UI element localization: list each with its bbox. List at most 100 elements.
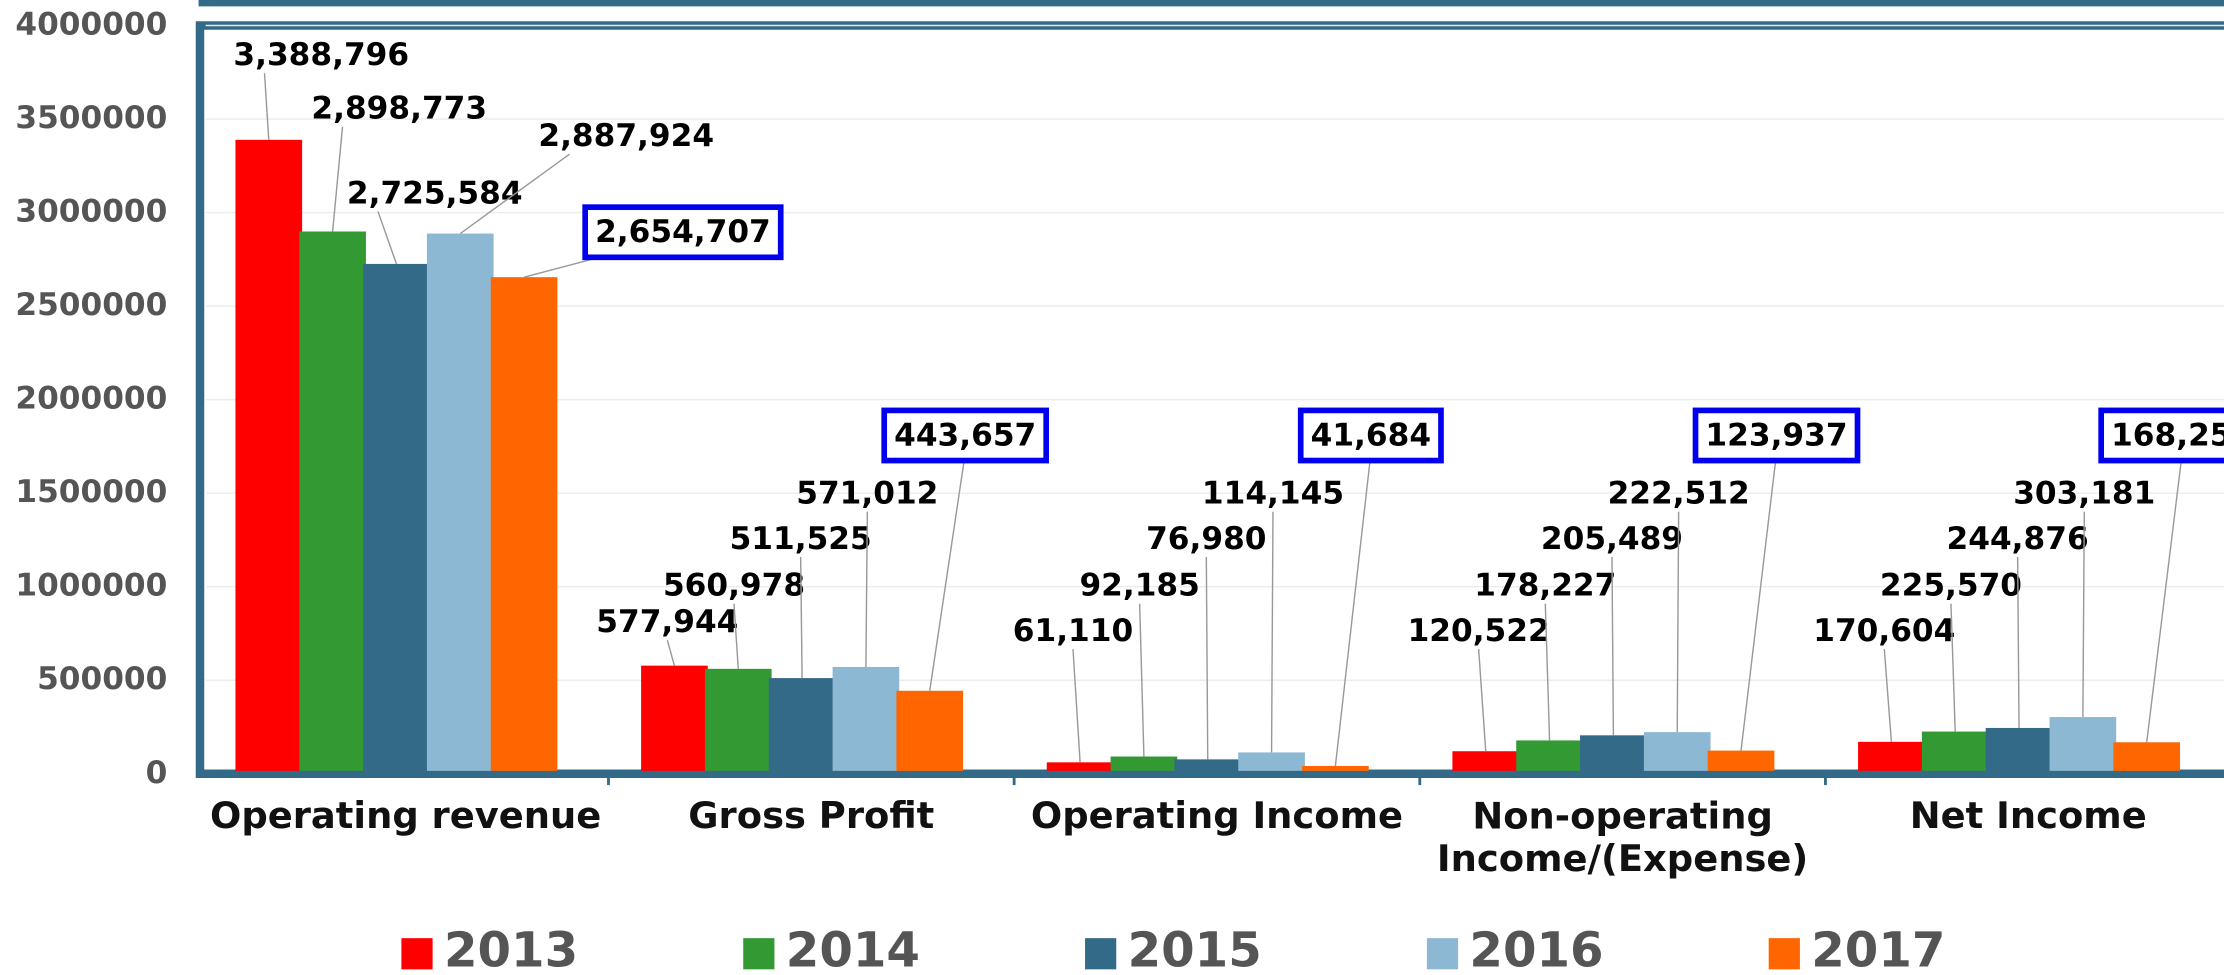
value-label-box xyxy=(2098,407,2224,464)
value-label: 114,145 xyxy=(1202,476,1344,512)
leader-line xyxy=(1676,511,1680,733)
value-label-box xyxy=(1297,407,1444,464)
bar xyxy=(704,668,772,774)
bar xyxy=(896,690,964,774)
y-tick-label: 3500000 xyxy=(15,100,167,136)
leader-line xyxy=(1334,453,1372,767)
leader-line xyxy=(1883,649,1893,742)
bar xyxy=(490,277,558,774)
bar xyxy=(1643,732,1711,774)
value-label: 41,684 xyxy=(1311,417,1431,453)
bar xyxy=(1580,735,1647,774)
value-label: 2,725,584 xyxy=(347,175,523,211)
x-tick-label: Net Income xyxy=(1910,794,2147,837)
leader-line xyxy=(2082,511,2085,718)
leader-line xyxy=(865,511,869,667)
leader-line xyxy=(1270,511,1274,753)
value-label: 511,525 xyxy=(730,521,872,557)
value-label: 222,512 xyxy=(1608,476,1750,512)
leader-line xyxy=(733,603,739,669)
y-tick-label: 2500000 xyxy=(15,287,167,323)
value-label: 76,980 xyxy=(1146,521,1266,557)
leader-line xyxy=(1544,603,1551,741)
bar xyxy=(1707,750,1775,774)
leader-line xyxy=(263,73,270,140)
value-label-box xyxy=(881,407,1050,464)
legend-swatch xyxy=(401,938,433,970)
legend-label: 2015 xyxy=(1128,923,1262,975)
bar xyxy=(1110,756,1178,774)
bar xyxy=(426,233,494,774)
legend-swatch xyxy=(1085,938,1117,970)
bar xyxy=(1921,731,1989,774)
y-tick-label: 3000000 xyxy=(15,194,167,230)
value-label-box xyxy=(1692,407,1861,464)
legend-swatch xyxy=(1768,938,1800,970)
value-label: 244,876 xyxy=(1947,521,2089,557)
value-label-box xyxy=(582,204,784,261)
value-label: 120,522 xyxy=(1408,613,1550,649)
y-tick-label: 500000 xyxy=(37,661,167,697)
x-tick-label: Non-operating Income/(Expense) xyxy=(1437,794,1808,879)
bar xyxy=(1452,751,1520,774)
leader-line xyxy=(2016,556,2020,728)
bar xyxy=(1516,740,1583,774)
value-label: 577,944 xyxy=(596,604,738,640)
leader-line xyxy=(1740,453,1778,751)
legend-label: 2017 xyxy=(1811,923,1945,975)
bar xyxy=(1302,765,1369,774)
value-label: 170,604 xyxy=(1813,613,1955,649)
leader-line xyxy=(666,639,676,666)
value-label: 3,388,796 xyxy=(233,37,409,73)
legend-swatch xyxy=(743,938,775,970)
value-label: 303,181 xyxy=(2013,476,2155,512)
bar xyxy=(1046,762,1114,774)
leader-line xyxy=(377,211,398,265)
y-tick-label: 0 xyxy=(146,755,168,791)
value-label: 61,110 xyxy=(1013,613,1133,649)
x-tick-label: Gross Profit xyxy=(688,794,934,837)
value-label: 178,227 xyxy=(1474,568,1616,604)
leader-line xyxy=(799,556,803,679)
bar xyxy=(1238,752,1305,774)
bar xyxy=(1174,759,1242,774)
leader-line xyxy=(1138,603,1145,757)
value-label: 123,937 xyxy=(1705,417,1847,453)
bar xyxy=(768,678,836,774)
legend-label: 2014 xyxy=(786,923,920,975)
leader-line xyxy=(459,153,570,235)
bar xyxy=(832,666,900,774)
bar xyxy=(2113,742,2181,774)
bar xyxy=(235,139,303,774)
x-tick-label: Operating revenue xyxy=(210,794,601,837)
x-tick-label: Operating Income xyxy=(1031,794,1403,837)
y-tick-label: 1000000 xyxy=(15,568,167,604)
y-tick-label: 2000000 xyxy=(15,381,167,417)
value-label: 205,489 xyxy=(1541,521,1683,557)
bar xyxy=(641,665,708,774)
bar xyxy=(2049,717,2117,774)
value-label: 571,012 xyxy=(796,476,938,512)
bar xyxy=(1858,741,1925,774)
leader-line xyxy=(1611,556,1615,736)
value-label: 2,654,707 xyxy=(595,214,771,250)
value-label: 2,898,773 xyxy=(311,91,487,127)
y-tick-label: 4000000 xyxy=(15,7,167,43)
leader-line xyxy=(331,126,344,232)
legend-swatch xyxy=(1426,938,1459,970)
value-label: 443,657 xyxy=(894,417,1036,453)
value-label: 168,251 xyxy=(2111,417,2224,453)
leader-line xyxy=(1072,649,1081,763)
leader-line xyxy=(929,453,966,691)
bar xyxy=(363,263,430,774)
legend-label: 2016 xyxy=(1469,923,1603,975)
bar xyxy=(1985,727,2053,774)
leader-line xyxy=(1477,649,1487,752)
leader-line xyxy=(1950,603,1956,732)
value-label: 92,185 xyxy=(1079,568,1199,604)
value-label: 560,978 xyxy=(663,568,805,604)
legend-label: 2013 xyxy=(444,923,578,975)
leader-line xyxy=(1205,556,1209,760)
y-tick-label: 1500000 xyxy=(15,474,167,510)
